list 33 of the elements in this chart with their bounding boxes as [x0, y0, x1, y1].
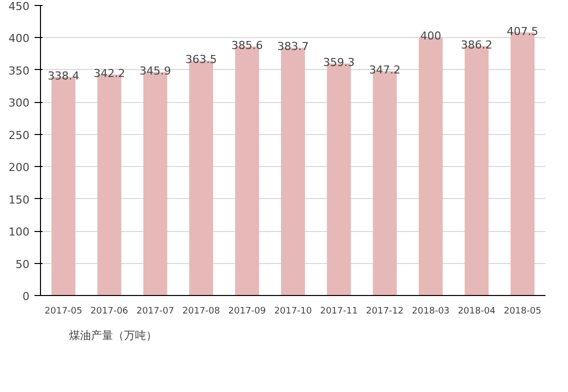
x-tick-label: 2017-11: [320, 306, 358, 316]
y-tick-label: 100: [8, 226, 30, 239]
data-label: 345.9: [140, 64, 172, 78]
y-tick-label: 450: [8, 0, 30, 13]
data-label: 347.2: [369, 64, 401, 77]
text: 煤油产量（万吨）: [69, 328, 157, 342]
y-tick-label: 300: [8, 96, 30, 110]
y-tick-label: 50: [16, 258, 30, 271]
y-tick-label: 0: [22, 290, 30, 303]
data-label: 407.5: [506, 24, 538, 38]
x-tick-label: 2017-09: [228, 306, 266, 316]
data-label: 386.2: [460, 38, 492, 52]
y-tick-label: 200: [8, 161, 30, 174]
data-label: 363.5: [185, 53, 217, 66]
data-label: 400: [420, 30, 442, 43]
x-tick-label: 2017-06: [90, 306, 128, 316]
x-tick-label: 2018-05: [504, 306, 542, 316]
x-tick-label: 2017-10: [274, 306, 312, 316]
data-label: 385.6: [231, 39, 263, 52]
data-label: 338.4: [48, 69, 80, 82]
data-label: 359.3: [323, 56, 355, 69]
x-tick-label: 2018-03: [412, 306, 450, 316]
y-tick-label: 350: [8, 64, 30, 78]
x-tick-label: 2018-04: [458, 306, 496, 316]
x-tick-label: 2017-05: [44, 306, 82, 316]
data-label: 342.2: [94, 66, 126, 80]
y-tick-label: 250: [8, 128, 30, 142]
x-tick-label: 2017-07: [136, 306, 174, 316]
x-tick-label: 2017-08: [182, 306, 220, 316]
data-label: 383.7: [277, 40, 309, 54]
y-tick-label: 400: [8, 32, 30, 46]
y-tick-label: 150: [8, 193, 30, 206]
x-tick-label: 2017-12: [366, 306, 404, 316]
